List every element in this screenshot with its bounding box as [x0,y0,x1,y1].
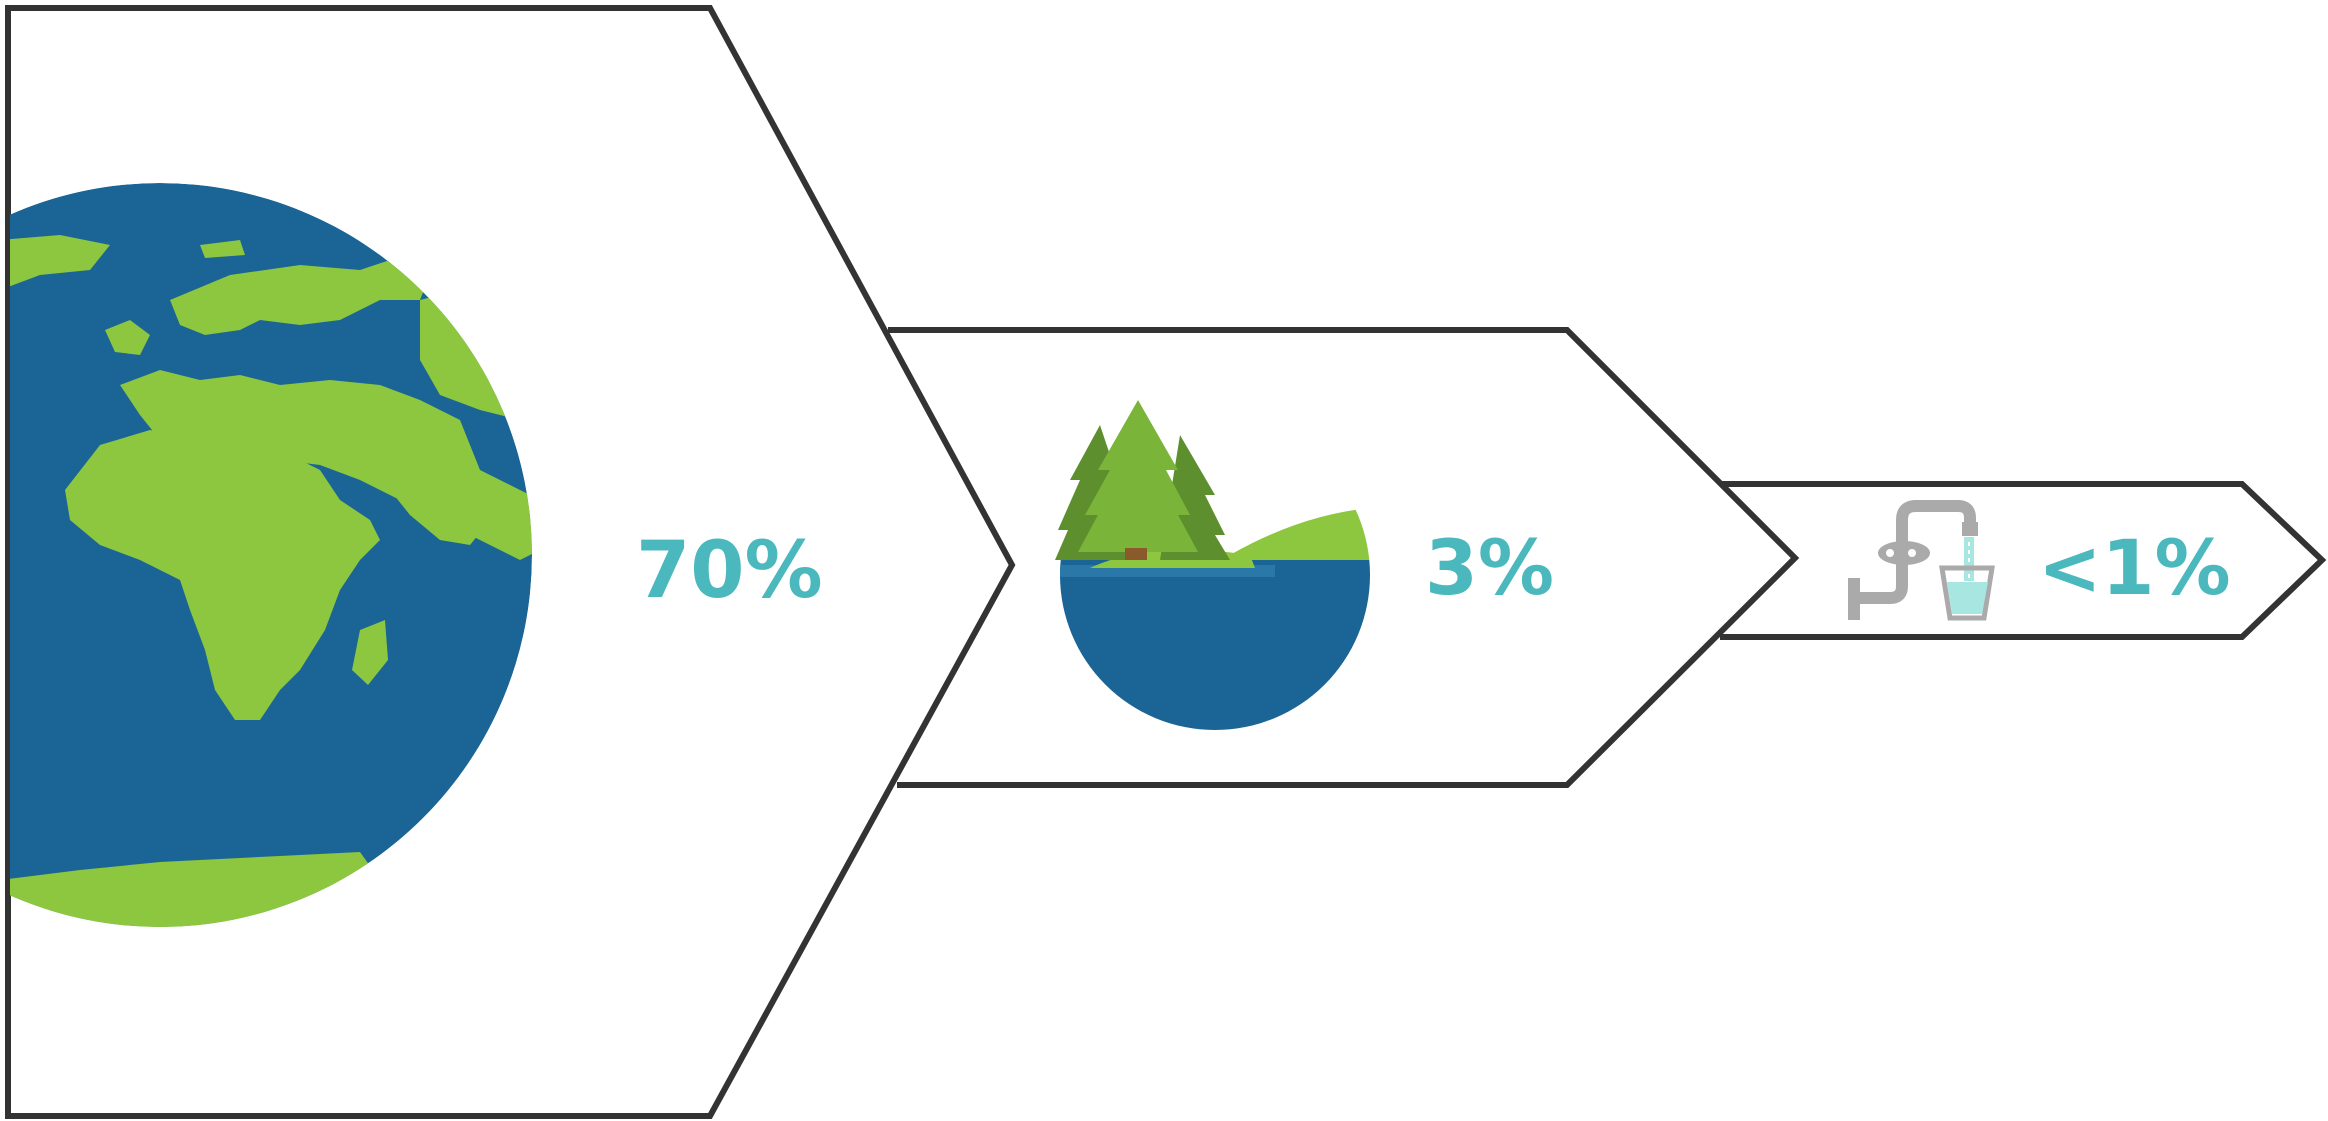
stage-drinkable-label: <1% [2038,523,2231,612]
stage-ocean: 70% [5,5,1016,1119]
stage-ocean-label: 70% [636,526,823,616]
lake-island-icon [1055,400,1370,730]
chevron-small [1720,481,2327,640]
stage-freshwater: 3% [888,327,1800,788]
stage-freshwater-label: 3% [1425,523,1554,612]
stage-drinkable: <1% [1720,481,2327,640]
chevron-medium [888,327,1800,788]
faucet-glass-icon [1848,500,1995,621]
